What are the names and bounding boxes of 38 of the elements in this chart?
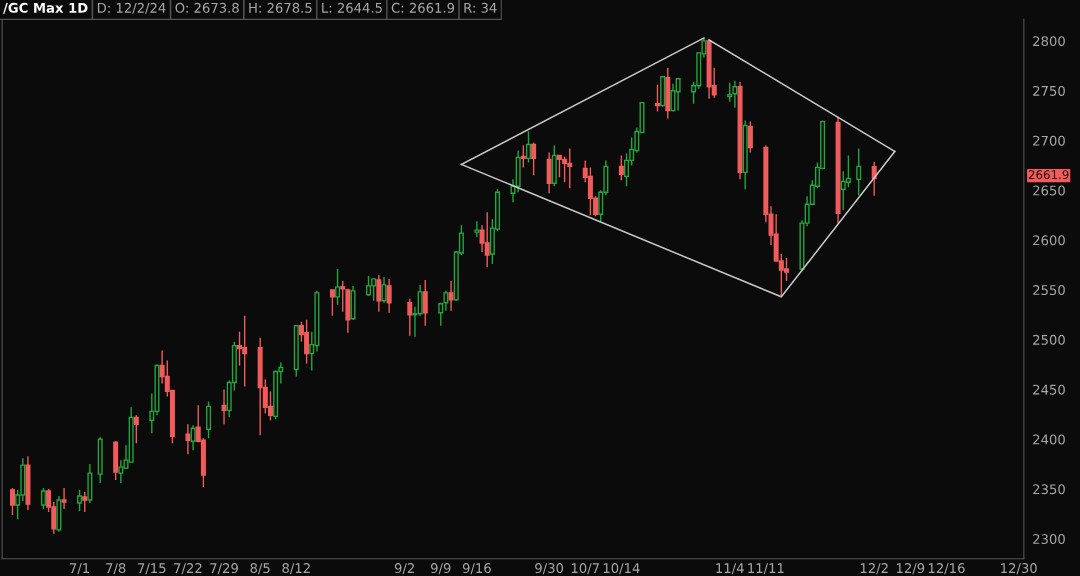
x-tick-label: 7/29 xyxy=(210,563,238,575)
text: L: 2644.5 xyxy=(322,2,382,13)
text: R: 34 xyxy=(464,2,497,13)
text: O: 2673.8 xyxy=(175,2,239,13)
x-tick-label: 7/8 xyxy=(106,563,126,575)
text: C: 2661.9 xyxy=(391,2,455,13)
y-tick-label: 2800 xyxy=(1033,36,1065,47)
text: 2661.9 xyxy=(1028,170,1069,180)
x-tick-label: 10/14 xyxy=(603,563,640,575)
y-tick-label: 2350 xyxy=(1033,484,1065,495)
y-tick-label: 2600 xyxy=(1033,235,1065,246)
x-tick-label: 12/30 xyxy=(1001,563,1037,575)
y-tick-label: 2700 xyxy=(1033,135,1065,146)
x-tick-label: 10/7 xyxy=(571,563,599,575)
x-tick-label: 12/2 xyxy=(860,563,888,575)
x-tick-label: 8/5 xyxy=(250,563,270,575)
x-tick-label: 12/9 xyxy=(896,563,925,575)
x-tick-label: 9/30 xyxy=(535,563,564,575)
y-tick-label: 2400 xyxy=(1033,434,1065,445)
y-tick-label: 2300 xyxy=(1033,534,1065,544)
y-tick-label: 2750 xyxy=(1033,85,1065,96)
y-tick-label: 2650 xyxy=(1033,185,1065,196)
x-tick-label: 12/16 xyxy=(928,563,965,575)
text: H: 2678.5 xyxy=(249,2,312,13)
x-tick-label: 9/16 xyxy=(462,563,491,575)
x-tick-label: 11/11 xyxy=(748,563,784,575)
x-tick-label: 8/12 xyxy=(282,563,310,575)
chart-title: /GC Max 1D xyxy=(3,2,88,14)
x-tick-label: 7/22 xyxy=(174,563,202,575)
x-tick-label: 9/9 xyxy=(430,563,451,575)
text: D: 12/2/24 xyxy=(97,2,166,14)
x-tick-label: 11/4 xyxy=(716,563,744,575)
y-tick-label: 2500 xyxy=(1033,334,1065,345)
y-tick-label: 2450 xyxy=(1033,384,1065,395)
x-tick-label: 7/15 xyxy=(138,563,166,575)
x-tick-label: 7/1 xyxy=(70,563,89,575)
y-tick-label: 2550 xyxy=(1033,285,1065,296)
x-tick-label: 9/2 xyxy=(394,563,414,575)
